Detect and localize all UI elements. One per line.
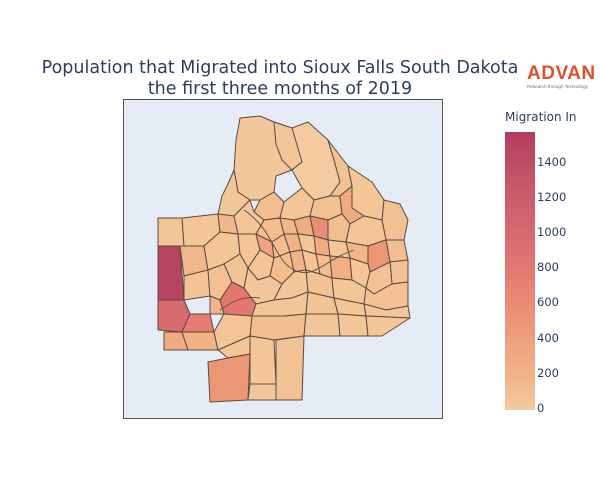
census-tract[interactable]	[303, 313, 341, 337]
map-canvas[interactable]	[124, 100, 443, 419]
logo-tagline: Research through Technology	[527, 84, 588, 89]
census-tract[interactable]	[157, 217, 185, 247]
census-tract[interactable]	[247, 383, 277, 401]
chart-title: Population that Migrated into Sioux Fall…	[30, 58, 530, 100]
census-tract[interactable]	[207, 353, 251, 403]
census-tract[interactable]	[249, 335, 277, 385]
census-tract[interactable]	[389, 259, 409, 285]
colorbar-tick-label: 1400	[537, 155, 567, 169]
census-tract[interactable]	[181, 331, 219, 351]
colorbar-tick-label: 0	[537, 401, 545, 415]
colorbar-tick-label: 1200	[537, 190, 567, 204]
choropleth-map[interactable]	[123, 99, 443, 419]
colorbar-title: Migration In	[505, 110, 577, 124]
colorbar-tick-label: 600	[537, 295, 559, 309]
census-tract[interactable]	[337, 313, 369, 337]
census-tract[interactable]	[249, 313, 307, 341]
census-tract[interactable]	[365, 315, 411, 337]
census-tract[interactable]	[157, 245, 185, 301]
advan-logo: ADVAN Research through Technology	[527, 64, 597, 90]
logo-wordmark: ADVAN	[527, 63, 596, 84]
colorbar-gradient	[505, 132, 535, 410]
colorbar-tick-label: 800	[537, 260, 559, 274]
colorbar-tick-label: 1000	[537, 225, 567, 239]
census-tract[interactable]	[275, 335, 305, 401]
colorbar-tick-label: 400	[537, 331, 559, 345]
chart-title-line-2: the first three months of 2019	[147, 79, 413, 99]
chart-title-line-1: Population that Migrated into Sioux Fall…	[41, 58, 519, 78]
colorbar-tick-label: 200	[537, 366, 559, 380]
census-tract[interactable]	[381, 199, 409, 241]
